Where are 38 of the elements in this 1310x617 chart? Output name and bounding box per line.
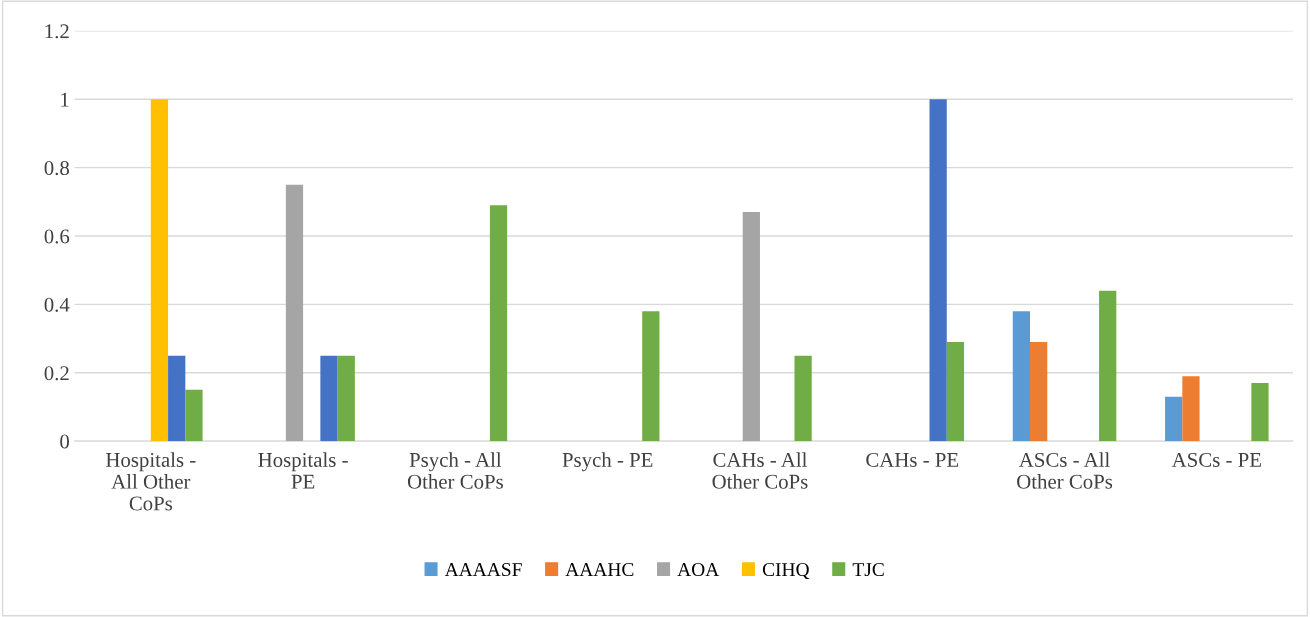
y-tick-label: 0 [60, 434, 70, 449]
bar [168, 355, 186, 442]
y-tick-label: 1 [61, 92, 69, 107]
legend-label: AOA [677, 563, 720, 577]
bar [150, 99, 169, 442]
y-tick-label: 1.2 [45, 24, 69, 39]
bar [320, 355, 338, 442]
x-tick-label: Psych - All Other CoPs [407, 452, 503, 489]
bar [1012, 311, 1031, 442]
bar [794, 355, 812, 442]
y-tick-label: 0.6 [44, 229, 70, 244]
legend-label: CIHQ [762, 563, 810, 580]
x-tick-label: Hospitals - All Other CoPs [105, 452, 196, 511]
y-tick-label: 0.2 [44, 366, 69, 381]
bar [285, 184, 304, 442]
legend-label: TJC [852, 563, 884, 577]
bar [1030, 342, 1048, 442]
bar [489, 205, 508, 442]
bar [1099, 290, 1117, 442]
x-tick-label: Hospitals - PE [258, 452, 348, 489]
y-tick-label: 0.4 [44, 297, 70, 312]
legend-label: AAAASF [444, 563, 522, 577]
bar [742, 212, 760, 442]
y-tick-label: 0.8 [44, 160, 70, 176]
bar [337, 355, 355, 442]
x-tick-label: CAHs - All Other CoPs [712, 452, 808, 489]
bar [946, 342, 965, 442]
x-tick-label: CAHs - PE [866, 452, 959, 467]
bar [929, 99, 947, 442]
bar [1165, 396, 1183, 442]
bar [1251, 383, 1269, 442]
bar [642, 311, 660, 442]
bar [1182, 376, 1200, 442]
x-tick-label: ASCs - All Other CoPs [1017, 452, 1113, 489]
x-tick-label: Psych - PE [562, 452, 653, 472]
x-tick-label: ASCs - PE [1171, 452, 1261, 467]
legend-label: AAAHC [565, 563, 634, 577]
bar [185, 389, 203, 442]
